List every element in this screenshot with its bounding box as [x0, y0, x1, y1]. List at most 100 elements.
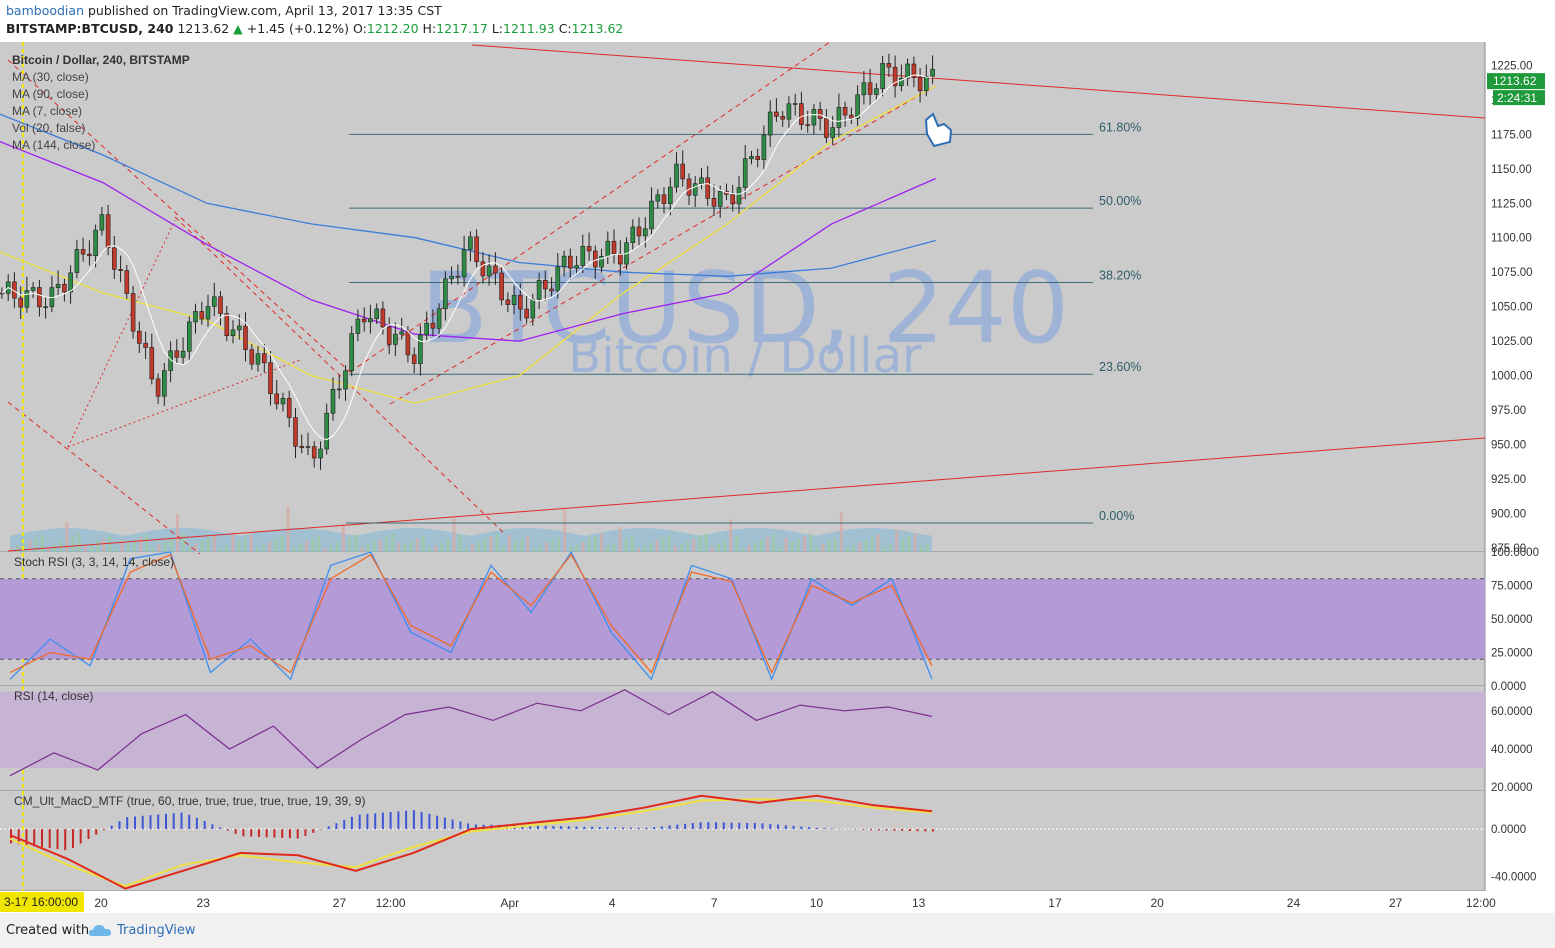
candle-up [30, 287, 36, 291]
volume-bar [71, 536, 75, 552]
candle-up [449, 275, 454, 280]
candle-down [199, 311, 205, 320]
y-tick-label: 975.00 [1491, 405, 1526, 417]
macd-histogram-bar [157, 814, 160, 829]
volume-bar [225, 545, 229, 552]
volume-bar [231, 532, 235, 552]
volume-bar [446, 539, 450, 552]
candle-down [886, 63, 892, 68]
macd-histogram-bar [33, 829, 36, 847]
candle-down [567, 255, 573, 269]
candle-up [649, 200, 654, 230]
candle-down [430, 322, 436, 329]
macd-histogram-bar [629, 827, 632, 830]
volume-bar [692, 539, 696, 552]
macd-histogram-bar [893, 829, 896, 831]
legend-title: Bitcoin / Dollar, 240, BITSTAMP [12, 53, 190, 67]
macd-histogram-bar [118, 821, 121, 830]
volume-bar [550, 539, 554, 552]
macd-histogram-bar [676, 824, 679, 830]
candle-up [99, 214, 105, 231]
candle-up [93, 229, 98, 257]
volume-bar [428, 548, 431, 552]
legend-item: MA (30, close) [12, 70, 89, 84]
volume-bar [335, 542, 339, 552]
volume-bar [790, 541, 794, 552]
candle-up [792, 103, 798, 105]
macd-histogram-bar [172, 813, 175, 830]
volume-bar [852, 545, 856, 552]
volume-bar [686, 541, 690, 552]
candle-up [43, 306, 48, 309]
tradingview-link[interactable]: TradingView [117, 923, 196, 938]
volume-bar [96, 540, 100, 552]
pane-price-axis [1485, 42, 1555, 552]
macd-histogram-bar [746, 822, 749, 830]
y-tick-label: 1125.00 [1491, 198, 1532, 210]
y-tick-label: 0.0000 [1491, 824, 1526, 836]
candle-up [742, 158, 748, 188]
volume-bar [415, 538, 419, 552]
volume-bar [280, 536, 284, 552]
volume-bar [637, 548, 640, 552]
volume-bar [182, 533, 186, 552]
volume-bar [741, 548, 745, 552]
volume-bar [624, 538, 628, 552]
volume-bar [796, 539, 800, 552]
candle-down [680, 163, 686, 180]
created-with-label: Created with [6, 923, 90, 938]
volume-bar [34, 537, 38, 552]
candle-down [892, 66, 898, 87]
candle-up [237, 325, 242, 331]
volume-bar [434, 545, 438, 552]
macd-histogram-bar [451, 819, 454, 830]
rsi-line [9, 689, 933, 777]
time-axis-label: 7 [711, 896, 718, 910]
y-tick-label: 1225.00 [1491, 60, 1533, 72]
candle-up [468, 236, 473, 250]
candle-up [205, 306, 211, 320]
price-badge [1487, 73, 1545, 90]
candle-up [349, 333, 355, 372]
author-link[interactable]: bamboodian [6, 3, 84, 18]
candle-down [636, 226, 642, 237]
candle-up [786, 103, 792, 120]
volume-bar [219, 548, 222, 552]
time-axis-label: 17 [1048, 896, 1062, 910]
candle-down [842, 107, 848, 116]
candle-down [730, 194, 736, 205]
volume-bar [262, 544, 265, 552]
countdown-label: 2:24:31 [1497, 91, 1537, 105]
candle-down [849, 114, 854, 119]
chart-canvas[interactable]: 875.00900.00925.00950.00975.001000.00102… [0, 42, 1555, 913]
pane-macd-axis [1485, 791, 1555, 891]
candle-up [930, 68, 935, 77]
macd-histogram-bar [815, 827, 818, 830]
candle-down [661, 194, 667, 204]
macd-histogram-bar [87, 829, 90, 839]
dashed-channel-line [7, 401, 201, 555]
y-tick-label: 1075.00 [1491, 267, 1533, 279]
candle-down [380, 308, 386, 328]
macd-histogram-bar [552, 826, 555, 830]
volume-bar [139, 537, 143, 552]
time-axis-start-badge [0, 892, 84, 912]
candle-down [592, 250, 598, 268]
volume-bar [212, 535, 216, 552]
volume-bar [255, 547, 259, 552]
macd-histogram-bar [862, 829, 865, 830]
macd-histogram-bar [273, 829, 276, 838]
volume-bar [919, 546, 923, 552]
macd-histogram-bar [79, 829, 82, 844]
candle-down [174, 350, 180, 358]
fib-level-label: 23.60% [1099, 360, 1141, 374]
macd-histogram-bar [467, 823, 470, 830]
volume-bar [16, 545, 20, 552]
candle-down [524, 308, 529, 319]
macd-histogram-bar [234, 829, 237, 834]
volume-bar [514, 540, 517, 552]
volume-bar [747, 545, 751, 552]
macd-histogram-bar [374, 813, 377, 830]
candle-down [542, 280, 548, 290]
resistance-trendline [471, 44, 1486, 119]
